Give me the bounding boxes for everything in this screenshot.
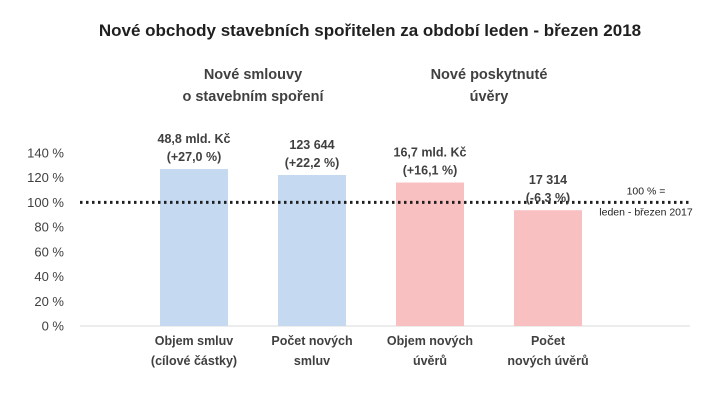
y-tick-label: 140 % bbox=[27, 146, 64, 161]
chart-title: Nové obchody stavebních spořitelen za ob… bbox=[99, 21, 641, 40]
group-header-2-line-1: Nové poskytnuté bbox=[431, 67, 548, 83]
data-label-1-line-1: 48,8 mld. Kč bbox=[158, 132, 231, 146]
category-label-3-line-2: úvěrů bbox=[413, 354, 447, 368]
bar-4 bbox=[514, 210, 582, 326]
bar-3 bbox=[396, 182, 464, 326]
category-label-1-line-2: (cílové částky) bbox=[151, 354, 237, 368]
bar-2 bbox=[278, 174, 346, 326]
y-tick-label: 60 % bbox=[34, 244, 64, 259]
reference-label-line-1: 100 % = bbox=[627, 185, 666, 197]
y-tick-label: 40 % bbox=[34, 269, 64, 284]
data-label-2-line-2: (+22,2 %) bbox=[285, 156, 340, 170]
y-tick-label: 0 % bbox=[42, 319, 65, 334]
category-label-4-line-2: nových úvěrů bbox=[507, 354, 588, 368]
category-label-2-line-2: smluv bbox=[294, 354, 330, 368]
reference-label-line-2: leden - březen 2017 bbox=[599, 206, 693, 218]
data-label-1-line-2: (+27,0 %) bbox=[167, 150, 222, 164]
data-label-4-line-2: (-6,3 %) bbox=[526, 191, 570, 205]
category-label-4-line-1: Počet bbox=[531, 334, 566, 348]
group-header-2-line-2: úvěry bbox=[470, 89, 509, 105]
data-label-3-line-1: 16,7 mld. Kč bbox=[394, 146, 467, 160]
group-header-1-line-1: Nové smlouvy bbox=[204, 67, 302, 83]
category-label-3-line-1: Objem nových bbox=[387, 334, 473, 348]
y-tick-label: 80 % bbox=[34, 220, 64, 235]
category-label-1-line-1: Objem smluv bbox=[155, 334, 234, 348]
group-header-1-line-2: o stavebním spoření bbox=[182, 89, 324, 105]
data-label-3-line-2: (+16,1 %) bbox=[403, 164, 458, 178]
data-label-2-line-1: 123 644 bbox=[289, 138, 334, 152]
y-tick-label: 20 % bbox=[34, 294, 64, 309]
data-label-4-line-1: 17 314 bbox=[529, 173, 567, 187]
y-tick-label: 120 % bbox=[27, 170, 64, 185]
category-label-2-line-1: Počet nových bbox=[271, 334, 352, 348]
bar-1 bbox=[160, 169, 228, 326]
y-tick-label: 100 % bbox=[27, 195, 64, 210]
